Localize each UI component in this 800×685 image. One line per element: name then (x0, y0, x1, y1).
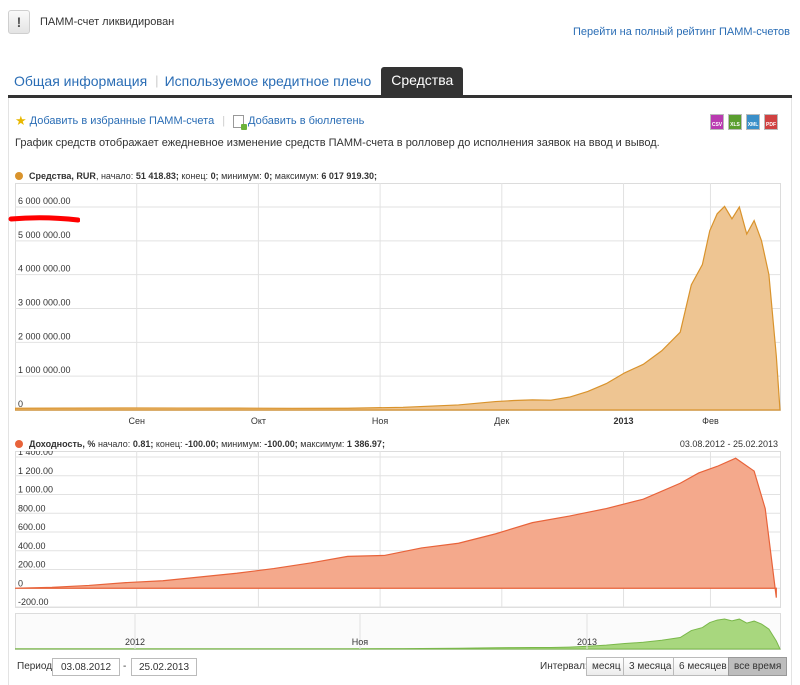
yield-max-label: максимум: (300, 439, 345, 449)
yield-y-tick-label: 1 200.00 (18, 466, 53, 476)
tab-separator: | (155, 73, 159, 88)
star-icon: ★ (15, 113, 27, 128)
export-toolbar: CSV XLS XML PDF (710, 114, 778, 130)
navigator-series-area (15, 618, 781, 650)
navigator-x-tick-label: 2012 (125, 637, 145, 647)
yield-end-value: -100.00; (185, 439, 219, 449)
funds-legend-name: Средства, RUR (29, 171, 96, 181)
yield-series-area (15, 457, 777, 598)
add-to-bulletin-label: Добавить в бюллетень (248, 115, 365, 127)
period-label: Период: (17, 661, 55, 672)
add-to-favorites-button[interactable]: ★ Добавить в избранные ПАММ-счета (15, 113, 214, 129)
yield-y-tick-label: 1 000.00 (18, 485, 53, 495)
date-to-input[interactable] (131, 658, 197, 676)
funds-y-tick-label: 6 000 000.00 (18, 196, 71, 206)
actions-row: ★ Добавить в избранные ПАММ-счета | Доба… (15, 113, 365, 130)
yield-y-tick-label: -200.00 (18, 597, 49, 607)
chart-description: График средств отображает ежедневное изм… (15, 137, 660, 149)
yield-y-tick-label: 600.00 (18, 522, 46, 532)
account-status-text: ПАММ-счет ликвидирован (40, 16, 175, 28)
chart-date-range: 03.08.2012 - 25.02.2013 (679, 439, 778, 449)
funds-chart: 0 1 000 000.00 2 000 000.00 3 000 000.00 4 0… (15, 183, 781, 426)
tab-leverage[interactable]: Используемое кредитное плечо (164, 73, 372, 89)
yield-y-tick-label: 800.00 (18, 503, 46, 513)
funds-x-tick-label: 2013 (614, 416, 634, 426)
yield-legend-dot (15, 440, 23, 448)
funds-end-label: конец: (181, 171, 209, 181)
liquidated-warning-icon: ! (8, 10, 30, 34)
funds-legend-dot (15, 172, 23, 180)
funds-x-tick-label: Сен (128, 416, 145, 426)
range-navigator[interactable]: 2012 Ноя 2013 (15, 613, 785, 653)
full-rating-link[interactable]: Перейти на полный рейтинг ПАММ-счетов (573, 26, 790, 38)
yield-legend-name: Доходность, % (29, 439, 96, 449)
yield-y-tick-label: 1 400.00 (18, 451, 53, 457)
document-add-icon (233, 114, 248, 130)
interval-3-months-button[interactable]: 3 месяца (623, 657, 678, 676)
yield-max-value: 1 386.97; (346, 439, 385, 449)
funds-y-tick-label: 3 000 000.00 (18, 298, 71, 308)
yield-end-label: конец: (155, 439, 183, 449)
funds-y-tick-label: 2 000 000.00 (18, 331, 71, 341)
funds-start-value: 51 418.83; (135, 171, 179, 181)
export-csv-icon[interactable]: CSV (710, 114, 724, 130)
funds-end-value: 0; (210, 171, 219, 181)
red-underline-annotation (8, 215, 80, 223)
yield-y-tick-label: 200.00 (18, 560, 46, 570)
date-dash: - (123, 661, 127, 672)
yield-y-tick-label: 400.00 (18, 541, 46, 551)
funds-x-tick-label: Ноя (372, 416, 389, 426)
funds-min-label: минимум: (221, 171, 262, 181)
interval-all-time-button[interactable]: все время (728, 657, 788, 676)
tab-general-info[interactable]: Общая информация (14, 73, 148, 89)
funds-x-tick-label: Фев (702, 416, 719, 426)
date-from-input[interactable] (52, 658, 120, 676)
interval-label: Интервал: (540, 661, 588, 672)
yield-min-label: минимум: (221, 439, 262, 449)
yield-legend: Доходность, % начало: 0.81; конец: -100.… (15, 439, 385, 449)
yield-min-value: -100.00; (264, 439, 298, 449)
tab-content-panel (8, 98, 792, 685)
tab-underline (8, 95, 792, 98)
export-xml-icon[interactable]: XML (746, 114, 760, 130)
tab-bar: Общая информация | Используемое кредитно… (8, 67, 464, 95)
yield-start-value: 0.81; (132, 439, 154, 449)
interval-month-button[interactable]: месяц (586, 657, 627, 676)
action-separator: | (222, 115, 226, 127)
yield-chart: -200.00 0 200.00 400.00 600.00 800.00 1 000.00… (15, 451, 781, 608)
add-to-favorites-label: Добавить в избранные ПАММ-счета (29, 115, 215, 127)
interval-6-months-button[interactable]: 6 месяцев (673, 657, 733, 676)
navigator-x-tick-label: 2013 (577, 637, 597, 647)
funds-y-tick-label: 5 000 000.00 (18, 230, 71, 240)
yield-y-tick-label: 0 (18, 578, 23, 588)
funds-x-tick-label: Дек (494, 416, 509, 426)
navigator-x-tick-label: Ноя (352, 637, 369, 647)
funds-y-tick-label: 1 000 000.00 (18, 365, 71, 375)
funds-x-tick-label: Окт (251, 416, 266, 426)
funds-series-area (15, 205, 781, 411)
yield-start-label: начало: (97, 439, 131, 449)
funds-min-value: 0; (264, 171, 273, 181)
funds-y-tick-label: 0 (18, 399, 23, 409)
funds-legend: Средства, RUR, начало: 51 418.83; конец:… (15, 171, 377, 181)
export-xls-icon[interactable]: XLS (728, 114, 742, 130)
funds-max-value: 6 017 919.30; (321, 171, 377, 181)
funds-y-tick-label: 4 000 000.00 (18, 264, 71, 274)
export-pdf-icon[interactable]: PDF (764, 114, 778, 130)
funds-start-label: начало: (100, 171, 134, 181)
tab-funds[interactable]: Средства (381, 67, 464, 95)
add-to-bulletin-button[interactable]: Добавить в бюллетень (233, 114, 365, 130)
funds-max-label: максимум: (274, 171, 319, 181)
